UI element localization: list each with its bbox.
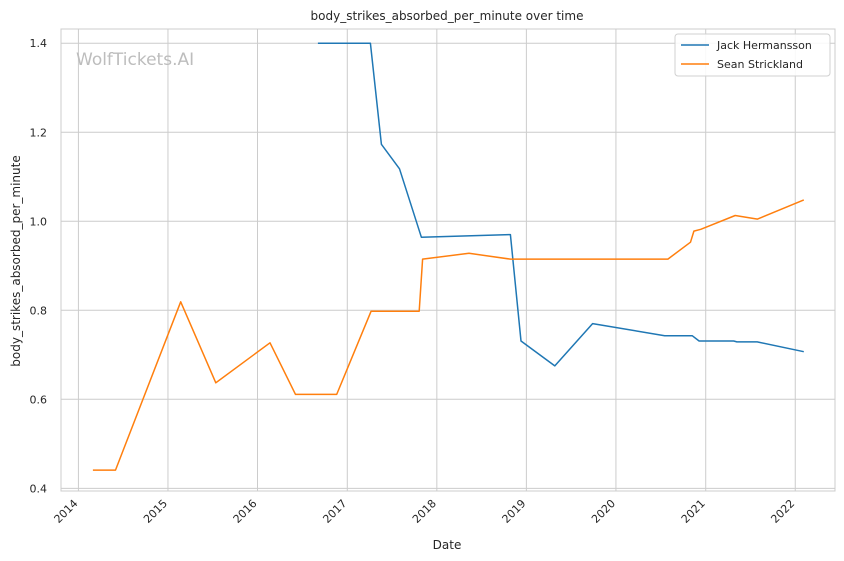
x-axis-title: Date: [433, 538, 462, 552]
grid: [61, 29, 835, 491]
series-line-sean-strickland: [92, 199, 805, 471]
x-tick-label: 2018: [410, 497, 439, 526]
y-axis-title: body_strikes_absorbed_per_minute: [9, 155, 23, 366]
x-tick-label: 2019: [500, 497, 529, 526]
series-layer: [92, 42, 805, 471]
x-tick-label: 2017: [320, 497, 349, 526]
legend: Jack Hermansson Sean Strickland: [674, 33, 831, 77]
legend-label: Jack Hermansson: [716, 39, 812, 52]
y-tick-label: 0.4: [30, 482, 48, 495]
y-tick-label: 0.8: [30, 304, 48, 317]
chart-title: body_strikes_absorbed_per_minute over ti…: [311, 9, 584, 23]
y-tick-label: 1.2: [30, 126, 48, 139]
legend-label: Sean Strickland: [717, 58, 803, 71]
plot-frame: [60, 28, 836, 492]
x-tick-label: 2016: [231, 497, 260, 526]
y-tick-labels: 0.4 0.6 0.8 1.0 1.2 1.4: [30, 37, 48, 495]
series-line-jack-hermansson: [317, 42, 804, 367]
x-tick-label: 2021: [679, 497, 708, 526]
x-tick-label: 2015: [141, 497, 170, 526]
x-tick-label: 2022: [768, 497, 797, 526]
y-tick-label: 0.6: [30, 393, 48, 406]
x-tick-label: 2020: [589, 497, 618, 526]
watermark-text: WolfTickets.AI: [76, 50, 194, 70]
y-tick-label: 1.4: [30, 37, 48, 50]
x-tick-label: 2014: [52, 497, 81, 526]
y-tick-label: 1.0: [30, 215, 48, 228]
legend-box: [674, 33, 831, 77]
x-tick-labels: 2014 2015 2016 2017 2018 2019 2020 2021 2022: [52, 497, 798, 526]
